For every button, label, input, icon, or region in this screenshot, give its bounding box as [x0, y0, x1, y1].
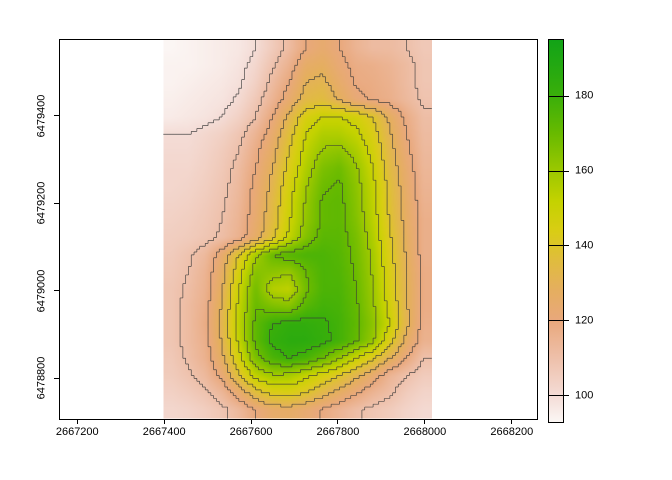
legend-tick-label: 120	[575, 314, 594, 327]
legend-tick-label: 180	[575, 89, 594, 102]
x-axis-tick	[76, 419, 78, 424]
legend-tick-label: 100	[575, 389, 594, 402]
x-axis-tick	[424, 419, 426, 424]
x-axis-tick-label: 2667400	[142, 426, 186, 438]
legend-tick-label: 140	[575, 239, 594, 252]
x-axis-tick-label: 2667800	[316, 426, 360, 438]
y-axis-tick	[54, 115, 59, 117]
x-axis-tick	[163, 419, 165, 424]
x-axis-tick-label: 2668200	[490, 426, 534, 438]
legend-tick	[548, 245, 569, 247]
y-axis-tick	[54, 290, 59, 292]
x-axis-tick	[511, 419, 513, 424]
legend-tick	[548, 95, 569, 97]
y-axis-tick-label: 6479200	[35, 181, 48, 225]
x-axis-tick-label: 2668000	[403, 426, 447, 438]
legend-tick-label: 160	[575, 164, 594, 177]
x-axis-tick-label: 2667200	[55, 426, 99, 438]
x-axis-tick-label: 2667600	[229, 426, 273, 438]
legend-colorbar	[548, 39, 564, 423]
y-axis-tick	[54, 377, 59, 379]
x-axis-tick	[250, 419, 252, 424]
y-axis-tick	[54, 202, 59, 204]
legend-tick	[548, 170, 569, 172]
legend-tick	[548, 395, 569, 397]
y-axis-tick-label: 6479000	[35, 269, 48, 313]
x-axis-tick	[337, 419, 339, 424]
y-axis-tick-label: 6478800	[35, 356, 48, 400]
y-axis-tick-label: 6479400	[35, 94, 48, 138]
legend-tick	[548, 320, 569, 322]
